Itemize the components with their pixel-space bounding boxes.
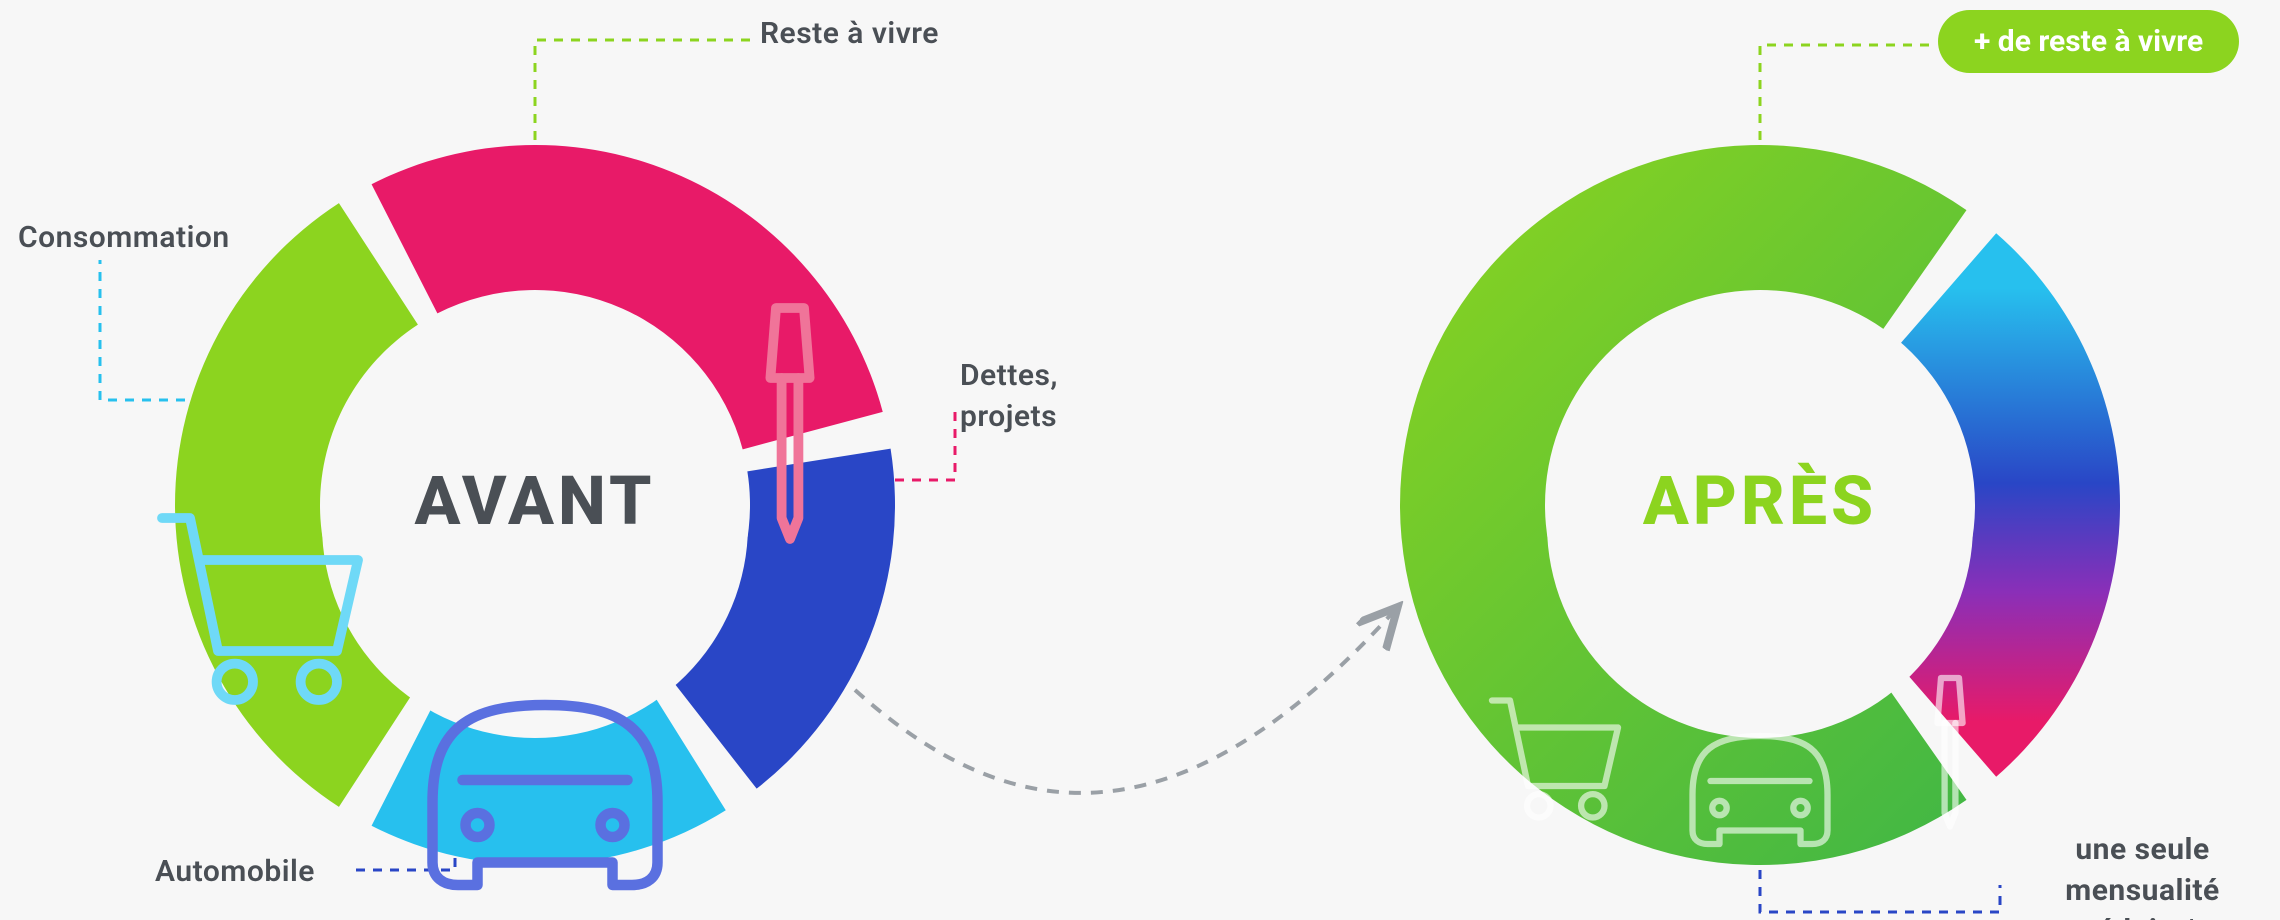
transition-arrow — [855, 610, 1395, 793]
label-mensualite: une seule mensualité réduite* — [2005, 830, 2280, 920]
leader-line — [100, 260, 185, 400]
label-consommation: Consommation — [18, 220, 230, 255]
label-dettes-projets: Dettes, projets — [960, 356, 1058, 437]
label-reste-a-vivre: Reste à vivre — [760, 16, 939, 51]
infographic-stage: { "canvas": { "w": 2280, "h": 920, "bg":… — [0, 0, 2280, 920]
infographic-svg — [0, 0, 2280, 920]
pill-plus-reste-a-vivre: + de reste à vivre — [1938, 10, 2239, 73]
leader-line — [895, 410, 955, 480]
label-automobile: Automobile — [155, 854, 315, 889]
leader-line — [350, 858, 455, 870]
leader-line — [535, 40, 755, 140]
title-avant: AVANT — [355, 461, 715, 541]
title-apres: APRÈS — [1580, 461, 1940, 541]
leader-line — [1760, 870, 2000, 912]
leader-line — [1760, 45, 1930, 140]
